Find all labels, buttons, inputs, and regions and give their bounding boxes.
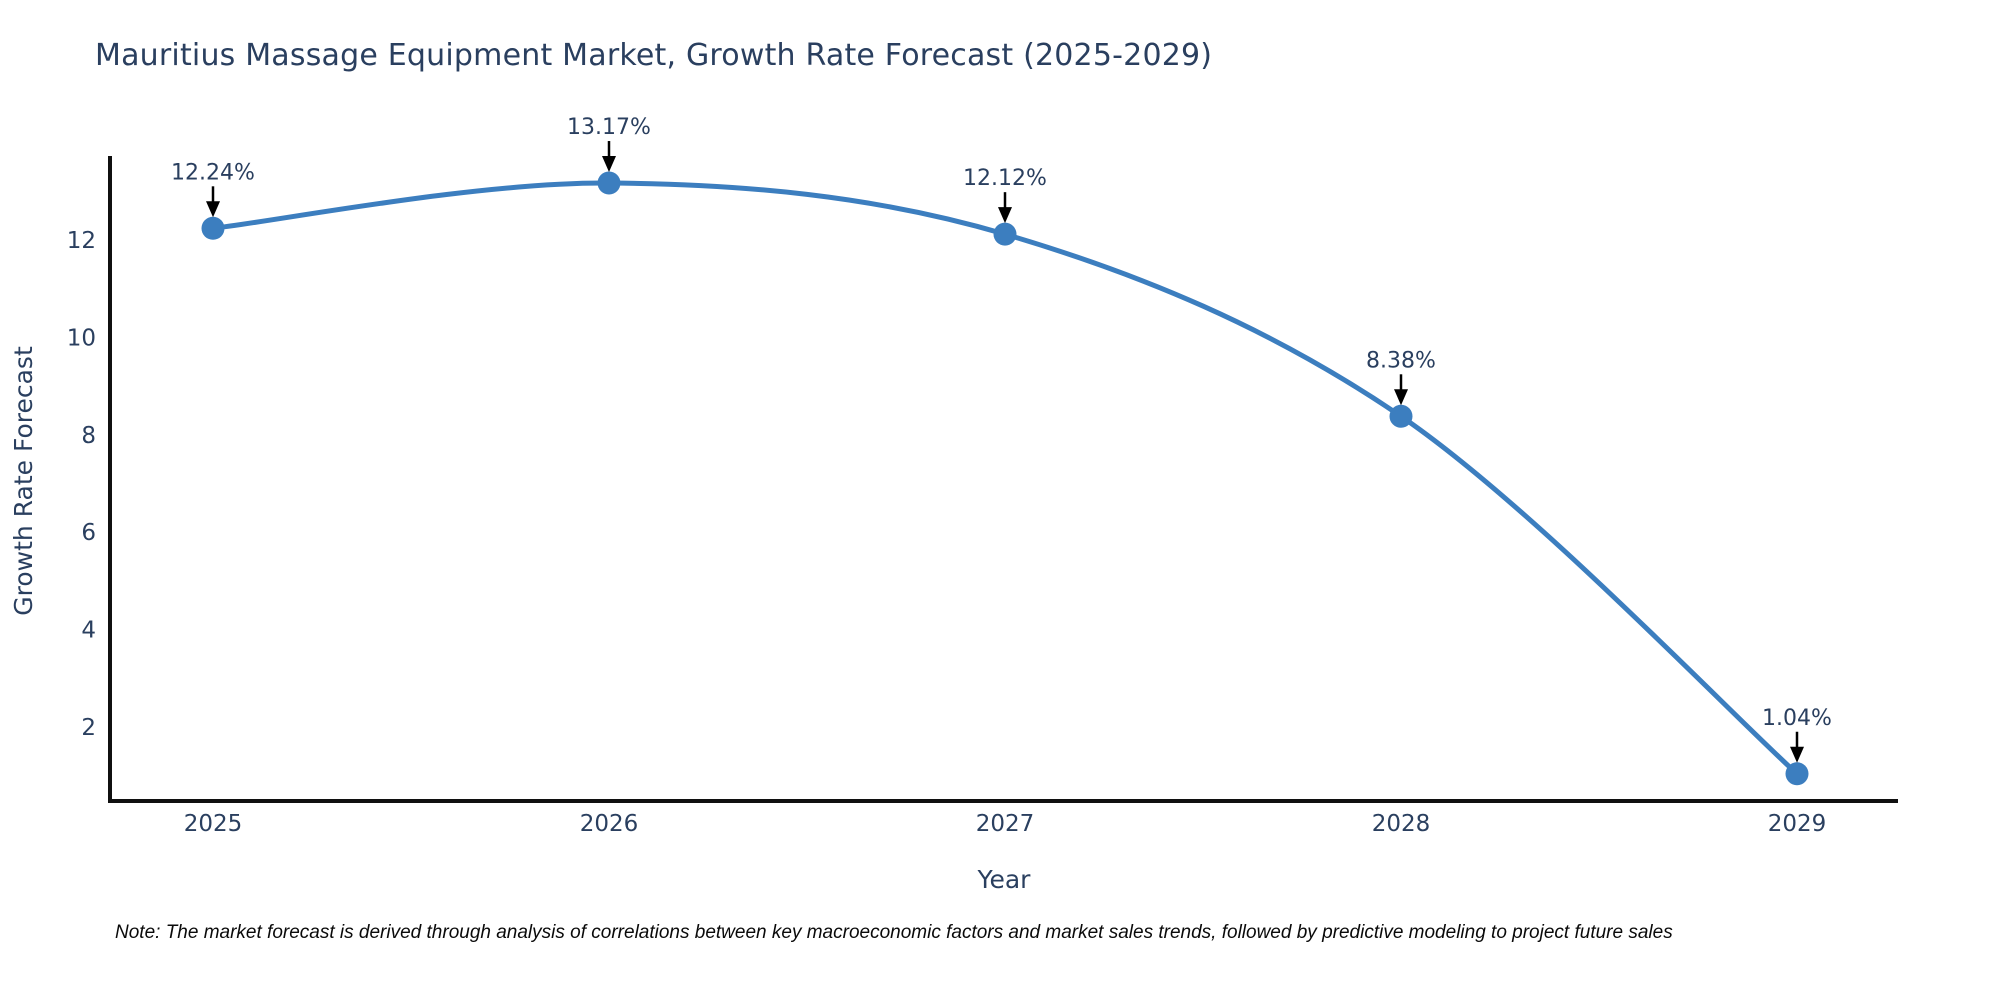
point-annotation: 1.04% bbox=[1762, 706, 1832, 731]
data-point-marker bbox=[597, 171, 621, 195]
point-annotation: 13.17% bbox=[567, 115, 651, 140]
annotation-arrowhead bbox=[206, 201, 220, 218]
x-tick-label: 2026 bbox=[580, 811, 639, 837]
x-tick-label: 2025 bbox=[184, 811, 243, 837]
y-tick-label: 12 bbox=[67, 228, 96, 254]
y-axis-title: Growth Rate Forecast bbox=[9, 346, 38, 616]
point-annotation: 8.38% bbox=[1366, 348, 1436, 373]
y-tick-label: 8 bbox=[81, 423, 96, 449]
x-tick-label: 2027 bbox=[976, 811, 1035, 837]
data-point-marker bbox=[201, 216, 225, 240]
data-point-marker bbox=[1389, 404, 1413, 428]
annotation-arrowhead bbox=[998, 207, 1012, 224]
y-tick-label: 4 bbox=[81, 618, 96, 644]
y-tick-label: 6 bbox=[81, 520, 96, 546]
y-tick-label: 10 bbox=[67, 325, 96, 351]
footnote: Note: The market forecast is derived thr… bbox=[115, 922, 1673, 943]
x-tick-label: 2029 bbox=[1768, 811, 1827, 837]
data-point-marker bbox=[1785, 762, 1809, 786]
data-point-marker bbox=[993, 222, 1017, 246]
chart-title: Mauritius Massage Equipment Market, Grow… bbox=[95, 38, 1213, 73]
y-tick-label: 2 bbox=[81, 715, 96, 741]
point-annotation: 12.12% bbox=[963, 166, 1047, 191]
x-tick-label: 2028 bbox=[1372, 811, 1431, 837]
x-axis-title: Year bbox=[977, 865, 1032, 894]
annotation-arrowhead bbox=[1394, 389, 1408, 406]
point-annotation: 12.24% bbox=[171, 160, 255, 185]
annotation-arrowhead bbox=[602, 156, 616, 173]
trend-line bbox=[210, 180, 1800, 777]
annotation-arrowhead bbox=[1790, 746, 1804, 763]
